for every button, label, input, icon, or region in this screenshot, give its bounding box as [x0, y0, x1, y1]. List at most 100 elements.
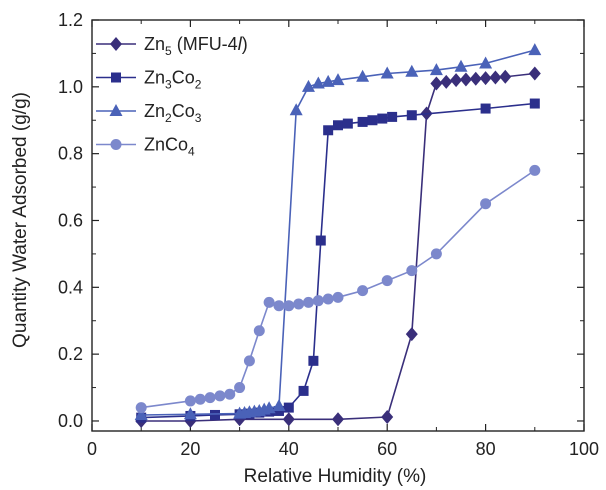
- data-point: [380, 66, 394, 79]
- data-point: [253, 325, 265, 337]
- legend-label-part: 2: [195, 78, 202, 92]
- data-point: [342, 118, 353, 129]
- data-point: [381, 275, 393, 287]
- series-2: [134, 43, 542, 420]
- data-point: [333, 120, 343, 131]
- y-tick-label: 1.2: [58, 10, 83, 30]
- y-axis-title: Quantity Water Adsorbed (g/g): [10, 92, 31, 348]
- series-layer: [134, 43, 542, 428]
- y-tick-label: 0.2: [58, 344, 83, 364]
- data-point: [430, 76, 443, 91]
- x-tick-label: 40: [279, 439, 299, 459]
- x-axis-title: Relative Humidity (%): [244, 466, 427, 487]
- axes-layer: 0 20 40 60 80 100 0.0 0.2 0.4 0.6 0.8 1.0 1.2: [58, 10, 599, 459]
- data-point: [262, 401, 276, 414]
- data-point: [450, 73, 463, 88]
- legend-label: ZnCo4: [144, 135, 195, 159]
- data-point: [480, 198, 492, 210]
- data-point: [183, 407, 197, 420]
- x-tick-label: 20: [180, 439, 200, 459]
- data-point: [489, 70, 502, 85]
- y-tick-label: 0.6: [58, 210, 83, 230]
- legend-label: Zn5 (MFU-4l): [144, 34, 248, 58]
- data-point: [289, 103, 303, 116]
- data-point: [321, 74, 335, 87]
- x-tick-label: 0: [87, 439, 97, 459]
- data-point: [312, 295, 324, 307]
- legend-marker: [111, 72, 121, 83]
- series-line: [141, 102, 535, 419]
- data-point: [405, 64, 419, 77]
- data-point: [214, 390, 226, 402]
- y-tick-label: 1.0: [58, 77, 83, 97]
- legend-label-part: Co: [172, 68, 195, 88]
- legend-label-part: 2: [165, 111, 172, 125]
- x-tick-label: 60: [377, 439, 397, 459]
- data-point: [234, 382, 246, 394]
- y-tick-label: 0.8: [58, 144, 83, 164]
- legend-label-part: Zn: [144, 68, 165, 88]
- legend-label: Zn3Co2: [144, 68, 202, 92]
- data-point: [194, 393, 206, 405]
- legend-label-part: 3: [165, 78, 172, 92]
- data-point: [479, 56, 493, 69]
- data-point: [204, 392, 216, 404]
- data-point: [283, 402, 294, 413]
- data-point: [332, 291, 344, 303]
- data-point: [529, 98, 540, 109]
- data-point: [405, 327, 418, 342]
- data-point: [499, 69, 512, 84]
- legend-label-part: Zn: [144, 101, 165, 121]
- series-line: [141, 169, 536, 409]
- legend-label-part: 5: [165, 44, 172, 58]
- data-point: [469, 71, 482, 86]
- data-point: [311, 76, 325, 89]
- data-point: [332, 412, 344, 427]
- data-point: [210, 409, 220, 420]
- data-point: [315, 235, 326, 246]
- legend-label: Zn2Co3: [144, 101, 202, 125]
- data-point: [430, 248, 442, 260]
- data-point: [459, 72, 472, 87]
- data-point: [529, 164, 541, 176]
- data-point: [357, 285, 369, 297]
- legend-label-part: ): [242, 34, 248, 54]
- data-point: [479, 71, 492, 86]
- data-point: [302, 296, 314, 308]
- x-tick-label: 100: [569, 439, 599, 459]
- series-3: [135, 164, 541, 414]
- legend-label-part: (MFU-4: [172, 34, 238, 54]
- data-point: [322, 293, 334, 305]
- legend-item: ZnCo4: [96, 135, 195, 159]
- legend-item: Zn5 (MFU-4l): [96, 34, 248, 58]
- data-point: [134, 407, 148, 420]
- data-point: [308, 355, 319, 366]
- legend-label-part: 4: [188, 145, 195, 159]
- y-tick-label: 0.4: [58, 277, 83, 297]
- data-point: [406, 265, 418, 277]
- data-point: [528, 43, 542, 56]
- data-point: [480, 103, 491, 114]
- data-point: [282, 412, 295, 427]
- legend-label-part: Zn: [144, 34, 165, 54]
- data-point: [323, 125, 334, 136]
- data-point: [273, 405, 284, 416]
- legend-label-part: Co: [165, 135, 188, 155]
- legend-label-part: Zn: [144, 135, 165, 155]
- series-line: [141, 49, 536, 416]
- data-point: [135, 402, 147, 414]
- data-point: [331, 73, 345, 86]
- data-point: [263, 296, 275, 308]
- legend-item: Zn2Co3: [96, 101, 202, 125]
- data-point: [381, 409, 394, 424]
- data-point: [283, 300, 295, 312]
- data-point: [301, 79, 315, 92]
- legend-item: Zn3Co2: [96, 68, 202, 92]
- data-point: [298, 385, 309, 396]
- legend-marker: [109, 104, 123, 116]
- legend-label-part: Co: [172, 101, 195, 121]
- data-point: [440, 74, 453, 89]
